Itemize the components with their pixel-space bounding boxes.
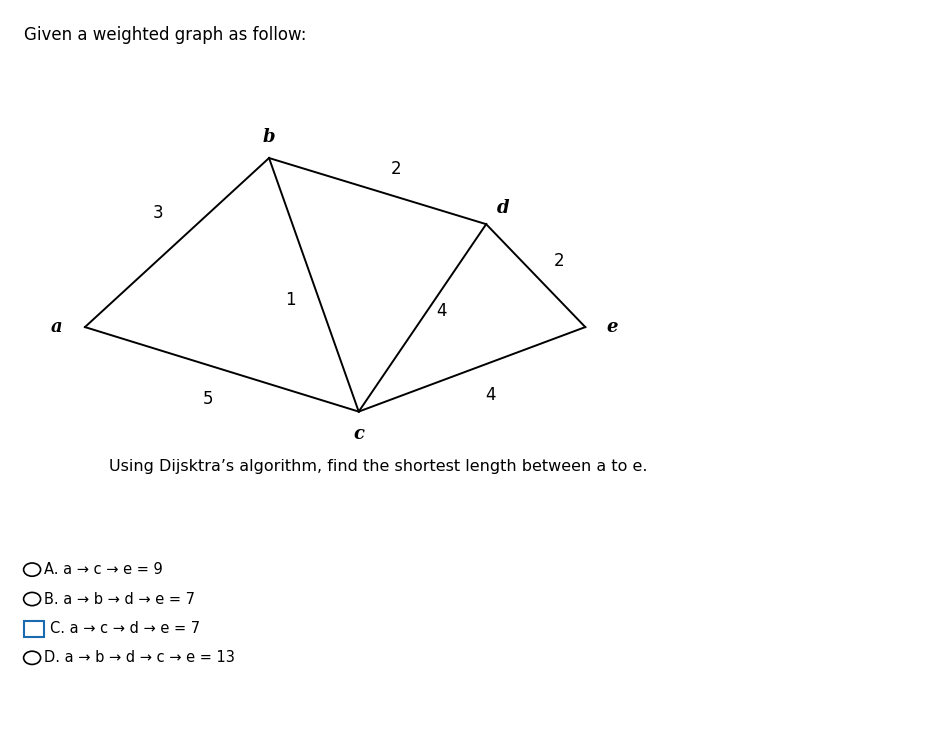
Text: 3: 3 <box>153 204 163 222</box>
Circle shape <box>24 592 41 606</box>
Text: Given a weighted graph as follow:: Given a weighted graph as follow: <box>24 26 306 43</box>
Circle shape <box>24 651 41 664</box>
Text: 4: 4 <box>485 386 497 404</box>
Text: 5: 5 <box>202 390 213 408</box>
Text: e: e <box>606 318 617 336</box>
FancyBboxPatch shape <box>24 621 44 637</box>
Text: d: d <box>497 199 510 217</box>
Text: B. a → b → d → e = 7: B. a → b → d → e = 7 <box>44 592 195 606</box>
Text: 1: 1 <box>285 290 295 309</box>
Text: Using Dijsktra’s algorithm, find the shortest length between a to e.: Using Dijsktra’s algorithm, find the sho… <box>109 459 647 474</box>
Text: A. a → c → e = 9: A. a → c → e = 9 <box>44 562 163 577</box>
Text: C. a → c → d → e = 7: C. a → c → d → e = 7 <box>50 621 200 636</box>
Text: D. a → b → d → c → e = 13: D. a → b → d → c → e = 13 <box>44 650 235 665</box>
Text: 2: 2 <box>554 252 565 270</box>
Circle shape <box>24 563 41 576</box>
Text: 4: 4 <box>436 301 447 320</box>
Text: 2: 2 <box>391 160 402 178</box>
Text: b: b <box>262 129 276 146</box>
Text: a: a <box>51 318 62 336</box>
Text: c: c <box>353 425 364 442</box>
